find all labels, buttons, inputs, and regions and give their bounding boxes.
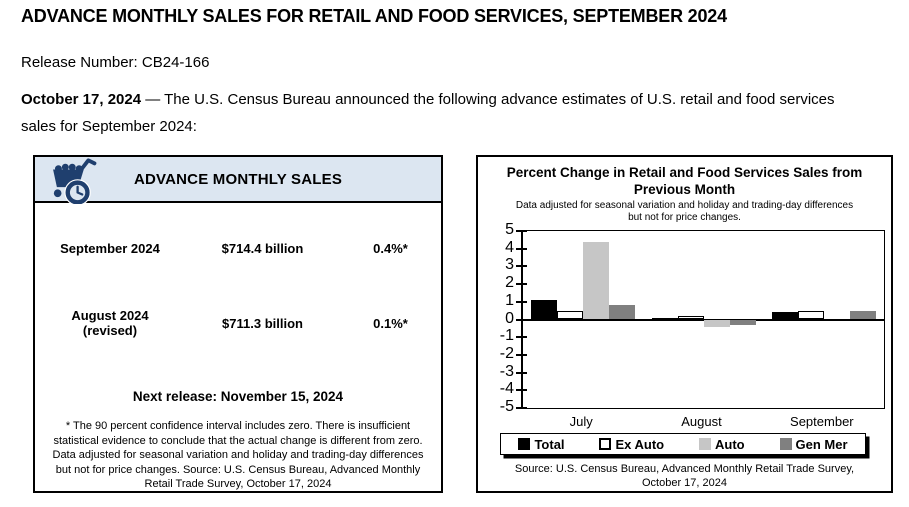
- chart-legend: Total Ex Auto Auto Gen Mer: [500, 433, 866, 455]
- bar-total-july: [531, 300, 558, 320]
- y-tick-label--1: -1: [499, 327, 514, 345]
- legend-item-total: Total: [518, 436, 565, 452]
- bar-ex-auto-september: [797, 310, 824, 320]
- legend-label-total: Total: [534, 436, 565, 452]
- x-label-july: July: [569, 414, 593, 429]
- release-number: Release Number: CB24-166: [21, 54, 210, 71]
- cart-clock-icon: [44, 158, 102, 206]
- bar-auto-august: [703, 319, 730, 327]
- bar-gen-mer-july: [609, 305, 636, 320]
- legend-swatch-ex-auto: [599, 438, 612, 450]
- sales-row-september: September 2024 $714.4 billion 0.4%*: [35, 241, 441, 256]
- y-tick--3: [516, 371, 527, 374]
- intro-paragraph: October 17, 2024 — The U.S. Census Burea…: [21, 86, 869, 140]
- chart-subtitle: Data adjusted for seasonal variation and…: [515, 200, 854, 223]
- y-tick-label--5: -5: [499, 398, 514, 415]
- bar-gen-mer-august: [729, 319, 756, 325]
- x-axis-labels: July August September: [521, 414, 882, 430]
- y-tick-2: [516, 283, 527, 286]
- legend-swatch-gen-mer: [779, 438, 792, 450]
- y-tick-label--3: -3: [499, 362, 514, 380]
- bar-total-september: [771, 312, 798, 320]
- y-tick-label-1: 1: [505, 291, 514, 309]
- intro-text: — The U.S. Census Bureau announced the f…: [21, 91, 835, 135]
- y-tick--2: [516, 353, 527, 356]
- footnote-source: Data adjusted for seasonal variation and…: [52, 449, 424, 490]
- period-label: August 2024 (revised): [35, 308, 185, 338]
- chart-plot: [516, 230, 885, 409]
- y-tick-1: [516, 300, 527, 303]
- legend-item-auto: Auto: [699, 437, 745, 452]
- y-tick-0: [516, 318, 527, 321]
- percent-change: 0.1%*: [373, 315, 408, 331]
- y-tick-label-5: 5: [505, 221, 514, 238]
- x-label-august: August: [681, 414, 722, 429]
- legend-swatch-total: [518, 438, 531, 450]
- y-tick-label-0: 0: [505, 309, 514, 327]
- bar-ex-auto-july: [557, 310, 584, 320]
- period-note: (revised): [82, 323, 138, 338]
- y-tick-5: [516, 230, 527, 232]
- sales-value: $711.3 billion: [222, 315, 303, 331]
- advance-monthly-sales-box: ADVANCE MONTHLY SALES September 2024 $71…: [33, 155, 443, 493]
- y-tick-3: [516, 265, 527, 268]
- y-tick-label-2: 2: [505, 274, 514, 292]
- sales-box-header: ADVANCE MONTHLY SALES: [35, 157, 441, 206]
- y-tick--4: [516, 389, 527, 392]
- chart-box: Percent Change in Retail and Food Servic…: [476, 155, 893, 493]
- chart-source: Source: U.S. Census Bureau, Advanced Mon…: [514, 463, 855, 489]
- intro-date: October 17, 2024: [21, 91, 142, 108]
- y-tick--5: [516, 407, 527, 409]
- bar-gen-mer-september: [849, 310, 876, 320]
- footnote-confidence: * The 90 percent confidence interval inc…: [53, 420, 423, 447]
- footnote: * The 90 percent confidence interval inc…: [47, 419, 429, 492]
- percent-change: 0.4%*: [373, 241, 408, 256]
- legend-item-ex-auto: Ex Auto: [599, 437, 664, 452]
- y-tick-label-3: 3: [505, 256, 514, 274]
- y-tick-4: [516, 247, 527, 250]
- bar-ex-auto-august: [677, 315, 704, 320]
- period-label: September 2024: [60, 241, 160, 256]
- sales-value: $714.4 billion: [221, 241, 304, 256]
- bar-total-august: [651, 317, 678, 320]
- page-title: ADVANCE MONTHLY SALES FOR RETAIL AND FOO…: [21, 6, 727, 26]
- legend-label-ex-auto: Ex Auto: [615, 436, 665, 452]
- y-tick--1: [516, 336, 527, 339]
- chart-title: Percent Change in Retail and Food Servic…: [506, 165, 863, 197]
- next-release-line: Next release: November 15, 2024: [132, 389, 344, 404]
- legend-label-auto: Auto: [715, 436, 745, 452]
- y-tick-label--2: -2: [499, 344, 514, 362]
- sales-row-august: August 2024 (revised) $711.3 billion 0.1…: [35, 308, 441, 338]
- x-label-september: September: [790, 414, 854, 429]
- legend-label-gen-mer: Gen Mer: [795, 436, 848, 452]
- bar-auto-july: [583, 241, 610, 320]
- y-tick-label--4: -4: [499, 380, 514, 398]
- legend-swatch-auto: [699, 438, 711, 450]
- legend-item-gen-mer: Gen Mer: [779, 436, 848, 452]
- sales-box-title: ADVANCE MONTHLY SALES: [133, 170, 343, 188]
- y-tick-label-4: 4: [505, 238, 514, 256]
- sales-box-body: September 2024 $714.4 billion 0.4%* Augu…: [35, 203, 441, 493]
- y-axis-labels: 5 4 3 2 1 0 -1 -2 -3 -4 -5: [478, 222, 514, 415]
- period-month: August 2024: [71, 308, 149, 323]
